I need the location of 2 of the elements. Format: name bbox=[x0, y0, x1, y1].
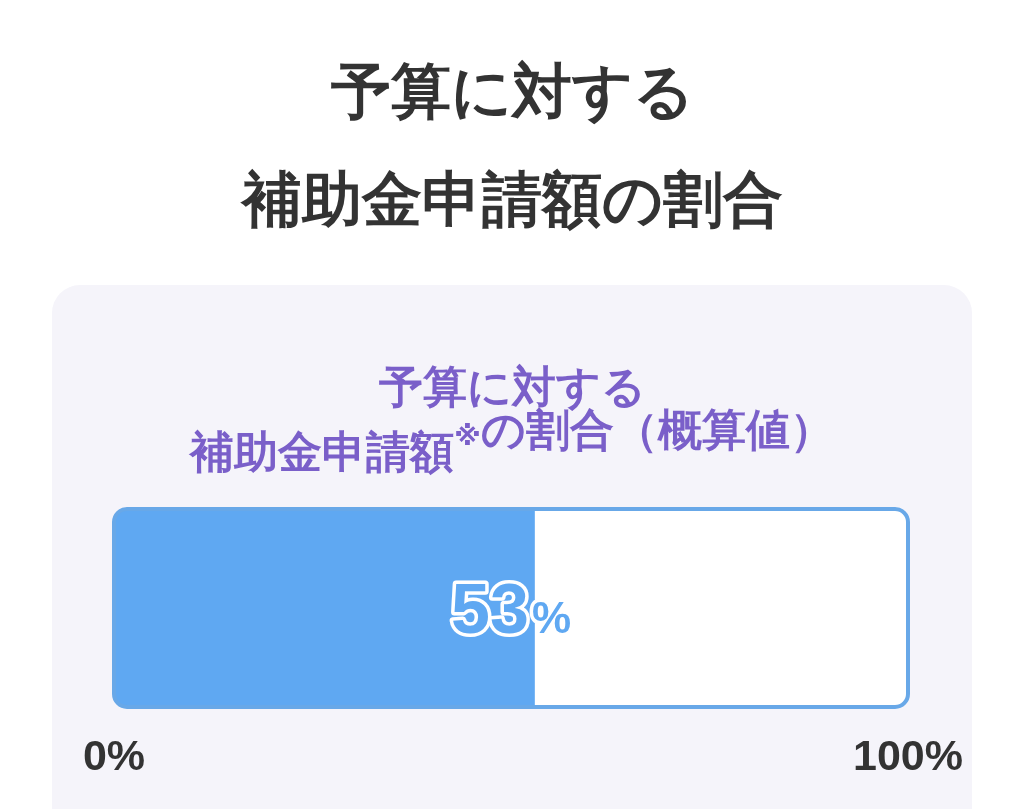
title: 予算に対する補助金申請額の割合 bbox=[241, 58, 783, 233]
subtitle: 予算に対する補助金申請額$^{※}$の割合（概算値） bbox=[190, 362, 834, 476]
